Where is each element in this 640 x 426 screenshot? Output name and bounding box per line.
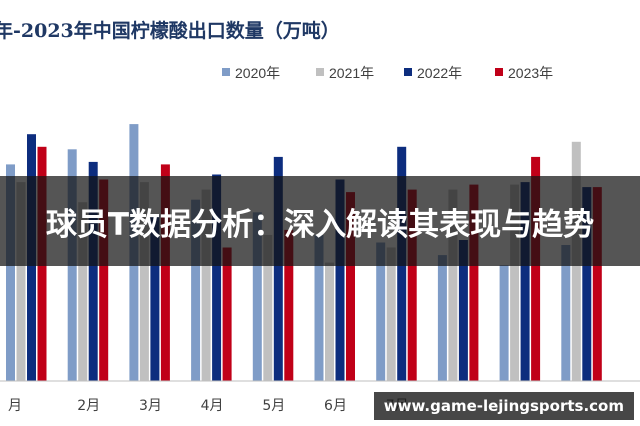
legend-swatch bbox=[495, 68, 503, 76]
legend-swatch bbox=[316, 68, 324, 76]
bar-4-5 bbox=[284, 229, 294, 381]
bar-4-7 bbox=[407, 189, 417, 381]
x-axis-ticks: 月2月3月4月5月6月7月 bbox=[8, 398, 409, 414]
bar-1-6 bbox=[314, 234, 324, 381]
bar-4-3 bbox=[160, 164, 170, 381]
bar-4-6 bbox=[346, 192, 355, 381]
bar-4-8 bbox=[469, 184, 479, 381]
chart-title: 年-2023年中国柠檬酸出口数量（万吨） bbox=[0, 19, 340, 42]
bar-3-6 bbox=[335, 179, 345, 381]
bar-4-4 bbox=[222, 247, 232, 381]
bar-2-6 bbox=[325, 262, 334, 381]
bar-3-2 bbox=[88, 161, 98, 381]
bar-1-10 bbox=[561, 245, 571, 381]
bar-3-4 bbox=[212, 174, 222, 381]
bar-2-2 bbox=[78, 202, 88, 381]
bar-3-9 bbox=[520, 182, 530, 381]
legend-label: 2022年 bbox=[417, 65, 462, 81]
bar-4-10 bbox=[592, 187, 602, 381]
legend: 2020年 2021年 2022年 2023年 bbox=[222, 65, 553, 81]
bar-2-8 bbox=[448, 189, 458, 381]
bar-2-3 bbox=[139, 182, 149, 381]
x-tick-label: 4月 bbox=[201, 398, 224, 414]
bar-2-9 bbox=[510, 184, 520, 381]
bar-3-5 bbox=[273, 156, 283, 381]
x-tick-label: 月 bbox=[8, 398, 22, 414]
legend-swatch bbox=[222, 68, 230, 76]
bar-1-9 bbox=[499, 265, 509, 381]
legend-label: 2020年 bbox=[235, 65, 280, 81]
watermark-text: www.game-lejingsports.com bbox=[383, 397, 624, 415]
x-tick-label: 2月 bbox=[77, 398, 100, 414]
bar-1-8 bbox=[437, 255, 447, 381]
watermark-badge: www.game-lejingsports.com bbox=[373, 392, 634, 420]
bar-1-4 bbox=[191, 199, 201, 381]
bar-2-5 bbox=[263, 234, 273, 381]
bar-2-4 bbox=[201, 189, 211, 381]
x-tick-label: 5月 bbox=[262, 398, 285, 414]
bar-4-2 bbox=[99, 179, 109, 381]
bar-3-3 bbox=[150, 214, 160, 381]
bar-4-9 bbox=[531, 156, 541, 381]
bar-1-1 bbox=[6, 164, 15, 381]
legend-label: 2023年 bbox=[508, 65, 553, 81]
bar-3-8 bbox=[458, 240, 468, 381]
x-tick-label: 6月 bbox=[324, 398, 347, 414]
bar-3-10 bbox=[582, 187, 592, 381]
legend-swatch bbox=[404, 68, 412, 76]
legend-label: 2021年 bbox=[329, 65, 374, 81]
bar-1-7 bbox=[376, 242, 386, 381]
bar-2-7 bbox=[386, 247, 396, 381]
bar-2-1 bbox=[16, 182, 26, 381]
bar-1-5 bbox=[252, 212, 262, 381]
headline-text: 球员T数据分析：深入解读其表现与趋势 bbox=[45, 206, 595, 243]
headline-banner: 球员T数据分析：深入解读其表现与趋势 bbox=[0, 176, 640, 266]
x-tick-label: 3月 bbox=[139, 398, 162, 414]
